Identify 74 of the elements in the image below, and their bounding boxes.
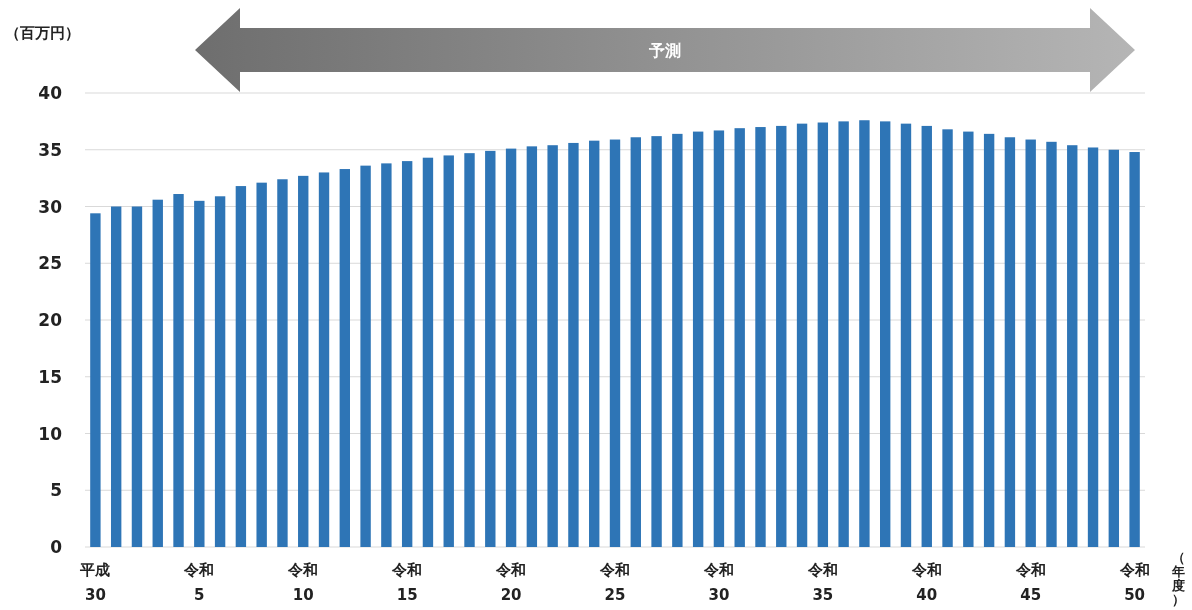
bar <box>1108 149 1120 547</box>
bar <box>547 145 558 547</box>
bar <box>900 123 912 547</box>
bar <box>651 136 662 547</box>
bar <box>90 213 101 547</box>
y-tick-label: 20 <box>38 310 63 330</box>
bar <box>609 139 621 547</box>
y-tick-label: 30 <box>38 196 63 217</box>
bar <box>1046 141 1057 547</box>
y-axis-title: （百万円） <box>5 24 80 42</box>
bar <box>194 200 205 547</box>
bar <box>464 153 475 547</box>
x-tick-label: 令和 45 <box>1014 561 1046 604</box>
bar <box>630 137 641 547</box>
bar <box>880 121 891 547</box>
bar <box>298 175 309 547</box>
bar <box>110 206 122 547</box>
x-tick-label: 令和 10 <box>287 561 319 604</box>
bar <box>1067 145 1078 547</box>
y-tick-label: 10 <box>38 423 63 444</box>
x-tick-label: 令和 50 <box>1118 561 1150 604</box>
bar <box>942 129 953 547</box>
bar <box>672 133 683 547</box>
x-tick-label: 平成 30 <box>79 561 111 604</box>
bar <box>1129 152 1140 547</box>
bar <box>859 120 870 547</box>
bar <box>692 131 704 547</box>
text: 予測 <box>648 41 681 60</box>
bar <box>339 169 350 547</box>
y-tick-label: 5 <box>50 480 62 501</box>
y-tick-label: 35 <box>38 139 62 160</box>
x-tick-label: 令和 20 <box>495 561 527 604</box>
x-tick-label: 令和 5 <box>183 561 215 604</box>
bar <box>173 194 184 547</box>
bar <box>422 157 434 547</box>
bar <box>796 123 808 547</box>
x-axis-title: （年度） <box>1170 550 1185 607</box>
bar <box>256 182 267 547</box>
bar <box>921 125 932 547</box>
bar <box>360 165 371 547</box>
y-tick-label: 15 <box>38 366 62 387</box>
bar <box>755 127 766 547</box>
bar <box>1025 139 1036 547</box>
bar <box>381 163 392 547</box>
x-tick-label: 令和 30 <box>702 561 734 604</box>
y-tick-label: 25 <box>38 253 62 274</box>
y-tick-label: 0 <box>50 537 63 557</box>
x-tick-label: 令和 25 <box>599 561 630 604</box>
bar <box>318 172 330 547</box>
x-tick-label: 令和 15 <box>391 561 423 604</box>
bar <box>152 199 163 547</box>
bar <box>235 186 247 547</box>
bar <box>505 148 517 547</box>
bar <box>963 131 974 547</box>
bar <box>734 128 745 547</box>
bar <box>443 155 454 547</box>
bar <box>817 122 829 547</box>
bar <box>485 150 496 547</box>
bar <box>401 161 413 547</box>
bar <box>277 179 288 547</box>
x-tick-label: 令和 35 <box>806 561 838 604</box>
bar <box>568 142 579 547</box>
bar <box>214 196 226 547</box>
bar <box>1004 137 1016 547</box>
bar <box>713 130 725 547</box>
bar <box>1087 147 1099 547</box>
bar <box>776 125 787 547</box>
y-tick-label: 40 <box>38 83 63 103</box>
bar <box>838 121 849 547</box>
bar <box>131 206 143 547</box>
x-tick-label: 令和 40 <box>910 561 942 604</box>
bar <box>526 146 538 547</box>
bar <box>983 133 995 547</box>
bar <box>589 140 600 547</box>
